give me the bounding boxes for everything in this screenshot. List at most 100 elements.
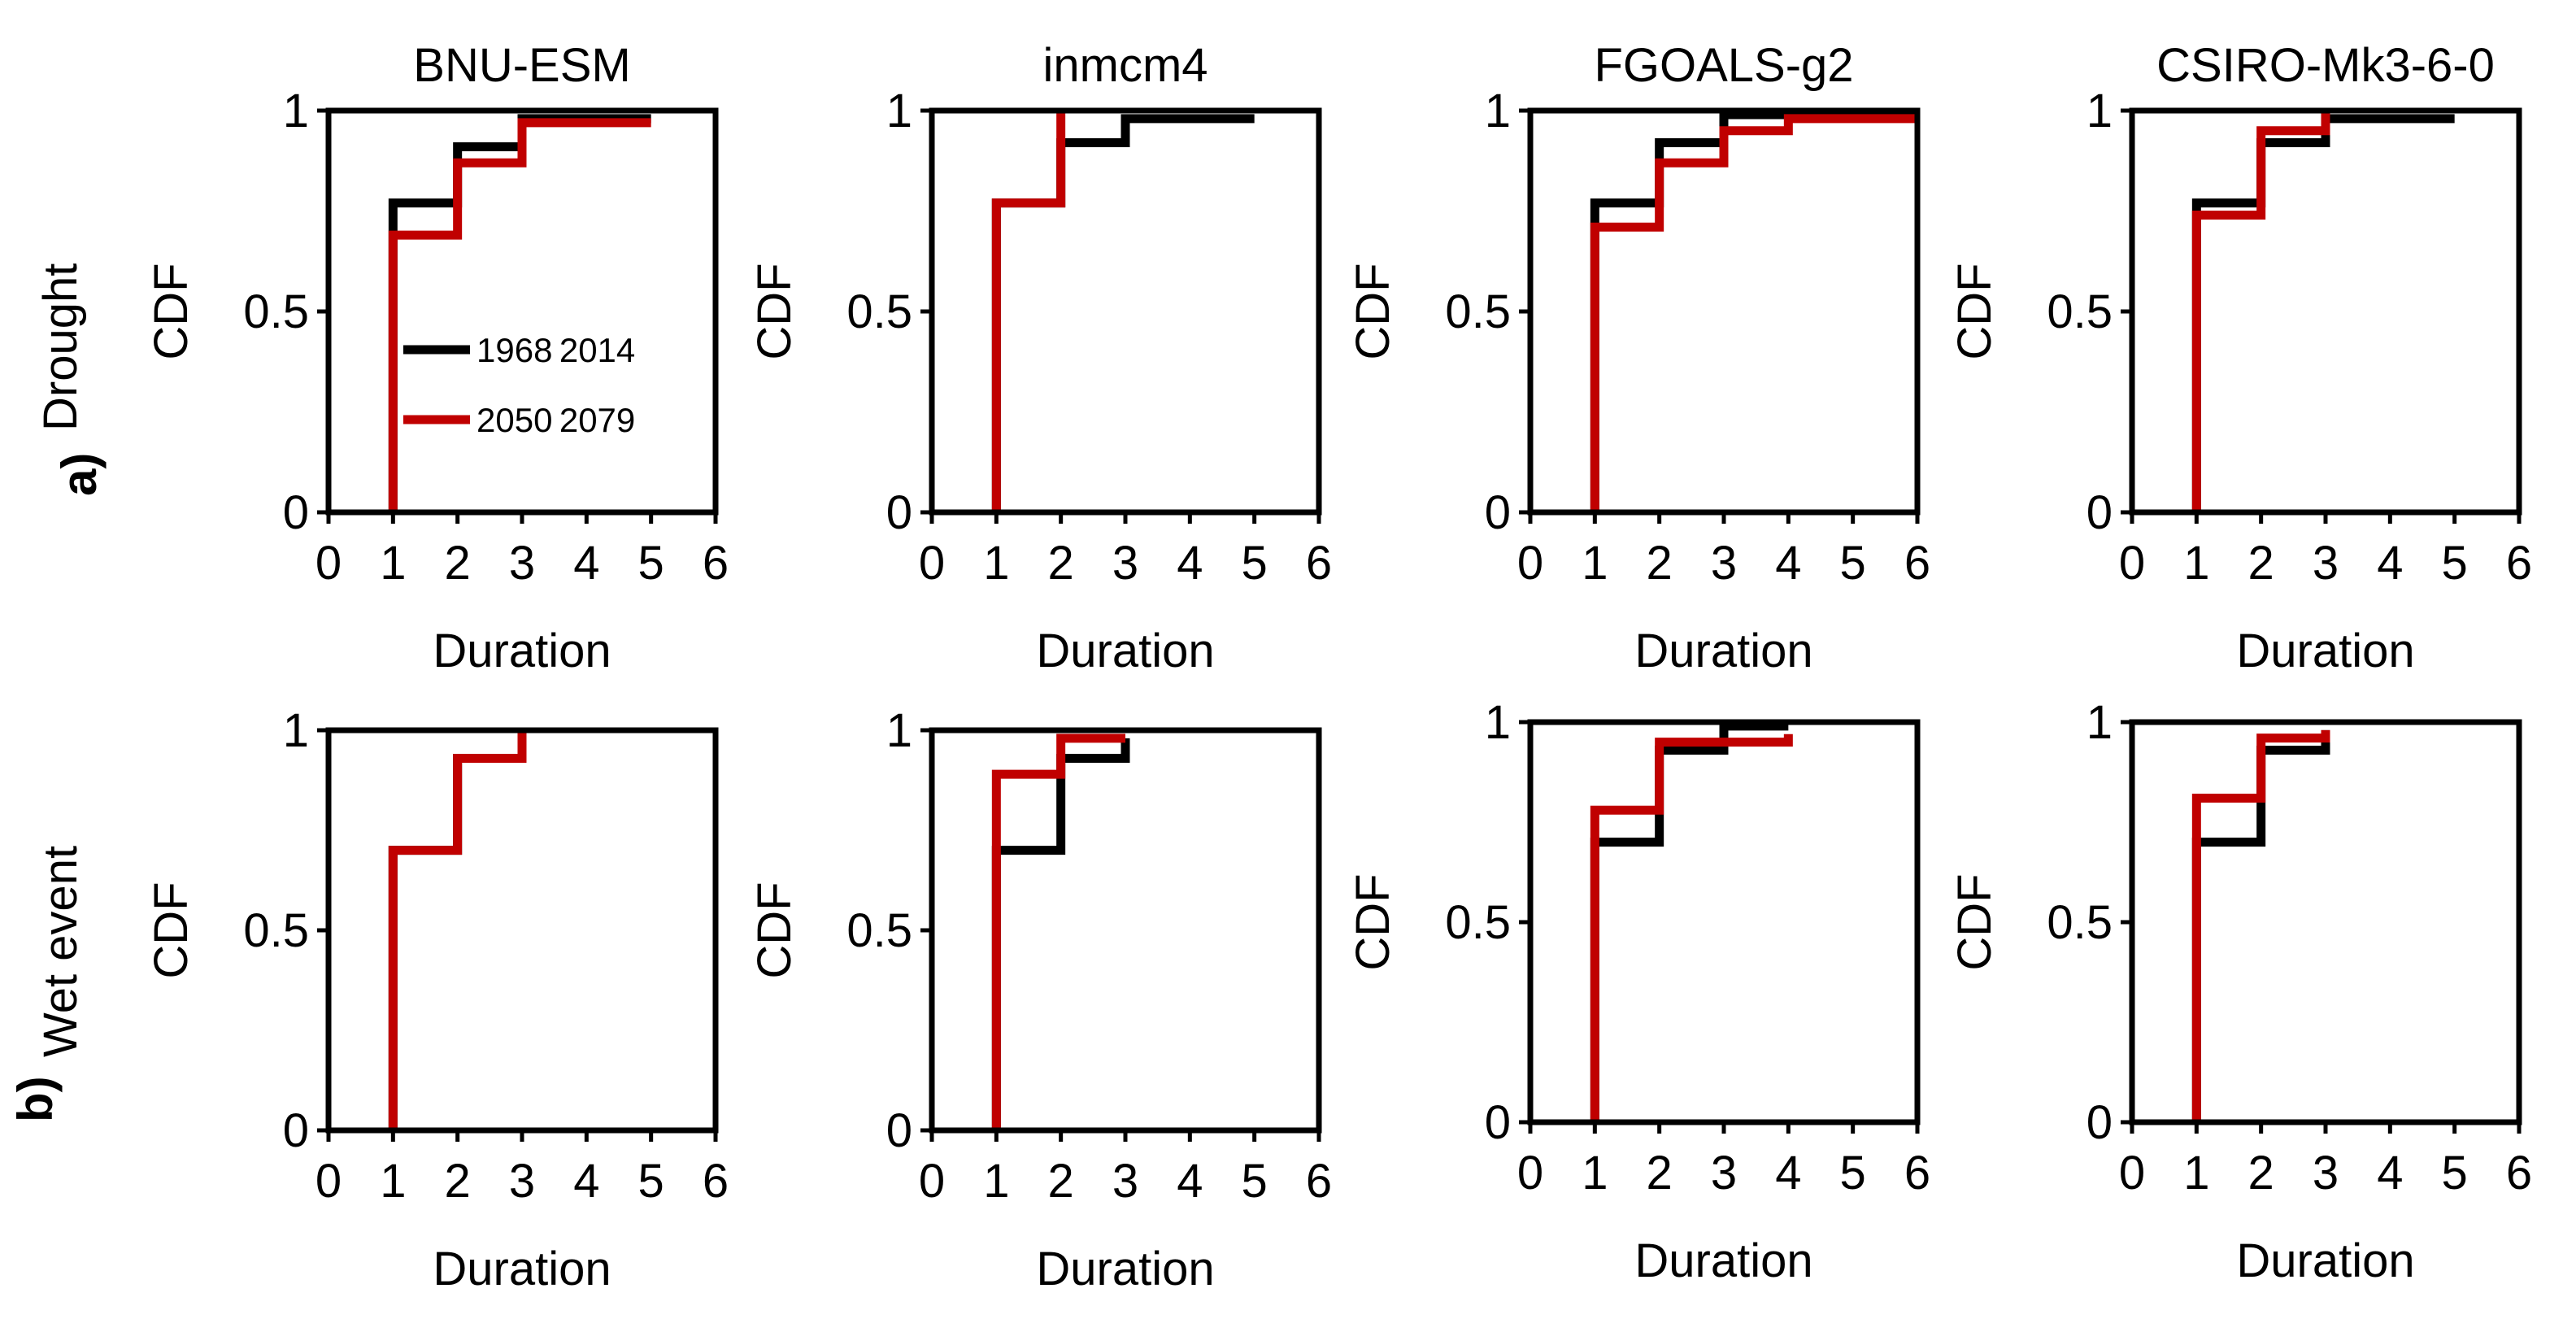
x-tick-label: 0 — [2119, 1147, 2145, 1199]
y-axis-label: CDF — [1347, 873, 1399, 970]
x-axis-label: Duration — [1634, 625, 1812, 677]
x-tick-label: 5 — [638, 1155, 664, 1208]
series-1968-2014-line — [991, 114, 1255, 512]
x-tick-label: 1 — [2183, 537, 2209, 590]
x-tick-label: 1 — [1582, 1147, 1608, 1199]
x-tick-label: 0 — [919, 1155, 945, 1208]
x-tick-label: 3 — [509, 537, 535, 590]
y-tick-label: 1 — [886, 704, 912, 757]
y-tick-label: 1 — [2086, 85, 2113, 137]
legend: 1968 2014 2050 2079 — [403, 331, 635, 439]
x-tick-label: 4 — [1177, 537, 1203, 590]
x-axis-label: Duration — [2236, 1234, 2414, 1287]
x-tick-label: 1 — [1582, 537, 1608, 590]
series-1968-2014-line — [388, 114, 651, 512]
legend-label: 1968 2014 — [476, 331, 635, 369]
x-tick-label: 3 — [2313, 537, 2339, 590]
x-tick-label: 2 — [1647, 537, 1673, 590]
panel-title: FGOALS-g2 — [1594, 39, 1853, 92]
x-tick-label: 2 — [1647, 1147, 1673, 1199]
plot-frame — [325, 107, 719, 516]
y-tick-label: 0.5 — [1445, 285, 1511, 338]
x-tick-label: 6 — [1904, 1147, 1930, 1199]
series-2050-2079-line — [991, 111, 1066, 512]
series-1968-2014-line — [1590, 110, 1917, 512]
row-a-label: Drought — [34, 263, 87, 431]
x-axis-label: Duration — [1634, 1234, 1812, 1287]
y-tick-label: 1 — [283, 704, 309, 757]
x-axis-label: Duration — [2236, 625, 2414, 677]
x-tick-label: 5 — [1242, 537, 1268, 590]
plot-frame — [325, 727, 719, 1134]
y-tick-label: 0 — [2086, 1096, 2113, 1149]
series-2050-2079-line — [1590, 114, 1917, 512]
series-1968-2014-line — [991, 738, 1130, 1130]
x-tick-label: 5 — [1840, 1147, 1866, 1199]
panel-title: inmcm4 — [1042, 39, 1208, 92]
y-axis-label: CDF — [145, 882, 198, 978]
y-axis-label: CDF — [748, 882, 801, 978]
x-tick-label: 6 — [2506, 1147, 2532, 1199]
x-tick-label: 2 — [445, 537, 471, 590]
x-tick-label: 2 — [445, 1155, 471, 1208]
series-2050-2079-line — [2191, 729, 2330, 1122]
x-tick-label: 6 — [703, 1155, 729, 1208]
y-axis-label: CDF — [145, 263, 198, 359]
row-b-letter: b) — [8, 1076, 63, 1122]
x-tick-label: 5 — [1840, 537, 1866, 590]
x-tick-label: 3 — [1112, 537, 1138, 590]
plot-frame — [929, 107, 1322, 516]
y-tick-label: 0 — [283, 1104, 309, 1157]
x-tick-label: 5 — [638, 537, 664, 590]
x-tick-label: 4 — [2377, 537, 2403, 590]
x-tick-label: 1 — [983, 537, 1009, 590]
x-tick-label: 4 — [573, 1155, 599, 1208]
x-tick-label: 0 — [315, 1155, 342, 1208]
x-tick-label: 4 — [1177, 1155, 1203, 1208]
x-tick-label: 1 — [380, 1155, 406, 1208]
y-tick-label: 1 — [1485, 696, 1511, 749]
x-tick-label: 1 — [380, 537, 406, 590]
x-tick-label: 1 — [2183, 1147, 2209, 1199]
series-2050-2079-line — [1590, 734, 1793, 1122]
x-tick-label: 4 — [2377, 1147, 2403, 1199]
row-a-letter: a) — [52, 453, 107, 496]
series-1968-2014-line — [2191, 114, 2455, 512]
x-axis-label: Duration — [433, 1243, 611, 1295]
x-tick-label: 6 — [2506, 537, 2532, 590]
y-tick-label: 0 — [283, 486, 309, 539]
y-axis-label: CDF — [1948, 263, 2001, 359]
x-tick-label: 4 — [1775, 537, 1801, 590]
row-b-label: Wet event — [34, 846, 87, 1057]
y-tick-label: 0.5 — [846, 904, 912, 957]
x-tick-label: 2 — [2248, 1147, 2274, 1199]
x-tick-label: 3 — [1112, 1155, 1138, 1208]
x-tick-label: 1 — [983, 1155, 1009, 1208]
series-2050-2079-line — [2191, 111, 2330, 512]
x-tick-label: 2 — [1048, 1155, 1074, 1208]
y-tick-label: 0.5 — [243, 904, 309, 957]
x-tick-label: 6 — [1306, 1155, 1332, 1208]
x-tick-label: 5 — [2442, 537, 2468, 590]
plot-frame — [2129, 107, 2522, 516]
y-tick-label: 0 — [886, 486, 912, 539]
plot-frame — [1527, 719, 1921, 1125]
x-tick-label: 3 — [2313, 1147, 2339, 1199]
x-tick-label: 3 — [1711, 537, 1737, 590]
x-axis-label: Duration — [433, 625, 611, 677]
series-2050-2079-line — [991, 734, 1125, 1130]
series-2050-2079-line — [388, 730, 527, 1130]
y-tick-label: 0.5 — [243, 285, 309, 338]
x-tick-label: 2 — [1048, 537, 1074, 590]
y-tick-label: 1 — [886, 85, 912, 137]
x-tick-label: 5 — [1242, 1155, 1268, 1208]
plot-frame — [2129, 719, 2522, 1125]
y-tick-label: 0.5 — [2047, 896, 2113, 949]
